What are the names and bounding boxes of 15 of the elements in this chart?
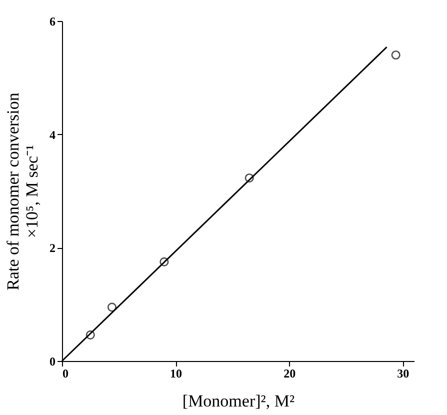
x-axis-title: [Monomer]², M² [182,392,295,410]
y-tick-label: 6 [50,14,56,28]
y-tick-label: 4 [50,128,56,142]
y-tick-label: 0 [50,354,56,368]
x-tick-label: 0 [62,366,68,380]
y-axis-title: Rate of monomer conversion ×10⁵, M sec⁻¹ [4,92,42,290]
point [391,50,400,60]
x-tick-label: 30 [397,366,410,380]
x-tick-label: 10 [170,366,182,380]
point [86,330,95,340]
point [107,302,116,312]
y-tick-label: 2 [50,241,56,256]
point [244,173,254,182]
point [160,257,169,266]
x-tick-label: 20 [284,366,296,380]
